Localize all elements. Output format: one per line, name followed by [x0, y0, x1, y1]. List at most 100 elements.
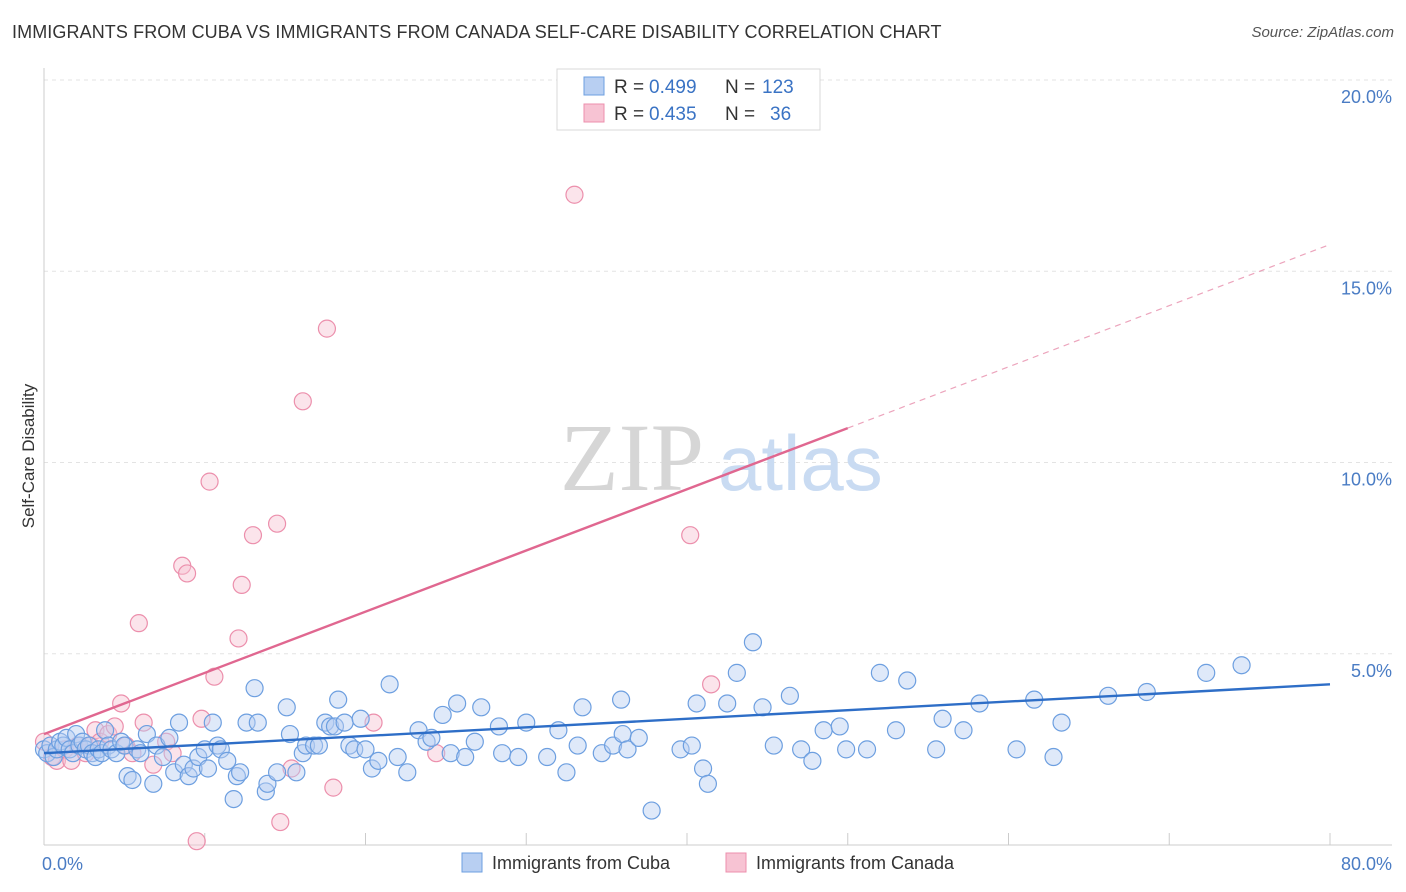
canada-point [565, 185, 584, 204]
chart-source: Source: ZipAtlas.com [1251, 24, 1394, 41]
cuba-point [174, 755, 193, 774]
cuba-point [727, 663, 746, 682]
cuba-point [329, 690, 348, 709]
cuba-point [1044, 747, 1063, 767]
cuba-point [95, 721, 115, 740]
canada-point [163, 744, 182, 763]
watermark-atlas: atlas [718, 419, 883, 507]
cuba-point [441, 744, 460, 763]
legend-cuba-r-label: R = [614, 77, 644, 98]
y-tick-label: 15.0% [1341, 278, 1392, 298]
cuba-point [325, 717, 345, 736]
cuba-point [245, 679, 264, 698]
y-axis-label: Self-Care Disability [19, 383, 38, 528]
legend-cuba-n-value: 123 [762, 77, 794, 98]
cuba-point [248, 713, 267, 732]
canada-point [271, 812, 290, 832]
cuba-point [611, 690, 631, 709]
cuba-point [1232, 656, 1251, 675]
cuba-point [687, 694, 706, 713]
cuba-point [718, 694, 737, 713]
legend-swatch-cuba [583, 76, 605, 96]
cuba-point [1137, 682, 1156, 702]
cuba-point [277, 698, 296, 717]
y-tick-label: 5.0% [1351, 661, 1392, 681]
legend-canada-n-value: 36 [770, 104, 791, 125]
cuba-point [693, 759, 713, 778]
cuba-point [388, 747, 407, 767]
cuba-point [165, 763, 184, 782]
canada-point [317, 319, 337, 338]
cuba-point [433, 705, 452, 725]
legend-cuba-r-value: 0.499 [649, 77, 697, 98]
cuba-point [184, 759, 203, 778]
canada-point [192, 709, 211, 728]
cuba-point [369, 751, 388, 770]
cuba-point [203, 713, 222, 732]
cuba-point [538, 747, 557, 767]
cuba-point [448, 694, 467, 713]
cuba-point [933, 709, 952, 728]
trend-lines [43, 243, 1331, 755]
x-tick-label: 80.0% [1341, 854, 1392, 874]
bottom-legend-label-cuba: Immigrants from Cuba [492, 853, 671, 873]
cuba-point [898, 671, 917, 690]
legend-canada-n-label: N = [725, 104, 755, 125]
gridlines [44, 79, 1392, 655]
x-tick-labels: 0.0% 80.0% [42, 854, 1392, 874]
series-cuba-points [34, 633, 1251, 820]
cuba-point [321, 717, 340, 736]
cuba-point [489, 717, 509, 736]
cuba-point [287, 763, 306, 782]
cuba-point [814, 721, 833, 740]
cuba-point [780, 686, 799, 705]
cuba-point [613, 724, 632, 744]
cuba-point [198, 759, 218, 778]
canada-point [187, 832, 206, 851]
canada-point [134, 713, 153, 732]
cuba-point [573, 698, 592, 717]
canada-point [200, 472, 219, 491]
cuba-point [351, 709, 370, 728]
cuba-point [304, 736, 324, 755]
cuba-point [764, 736, 783, 755]
watermark: ZIP atlas [560, 404, 883, 511]
bottom-legend: Immigrants from Cuba Immigrants from Can… [461, 852, 955, 873]
cuba-point [224, 789, 243, 809]
y-tick-labels: 5.0% 10.0% 15.0% 20.0% [1341, 87, 1392, 681]
legend-cuba-n-label: N = [725, 77, 755, 98]
cuba-point [1007, 740, 1026, 759]
chart-title: IMMIGRANTS FROM CUBA VS IMMIGRANTS FROM … [12, 22, 942, 42]
canada-point [324, 778, 343, 797]
cuba-point [169, 713, 189, 732]
cuba-point [335, 713, 354, 732]
cuba-point [280, 724, 300, 744]
cuba-point [218, 751, 237, 770]
canada-point [243, 526, 263, 545]
y-tick-label: 20.0% [1341, 87, 1392, 107]
legend-swatch-canada [583, 103, 605, 123]
cuba-point [642, 801, 661, 820]
cuba-point [682, 736, 701, 755]
cuba-point [380, 675, 399, 694]
trend-line-cuba [43, 683, 1331, 755]
canada-point [144, 755, 163, 774]
cuba-point [557, 763, 576, 782]
bottom-legend-label-canada: Immigrants from Canada [756, 853, 955, 873]
canada-point [702, 675, 721, 694]
cuba-point [792, 740, 811, 759]
x-tick-label: 0.0% [42, 854, 83, 874]
cuba-point [153, 747, 173, 767]
cuba-point [472, 698, 491, 717]
cuba-point [837, 740, 856, 759]
cuba-point [465, 732, 484, 751]
cuba-point [618, 740, 637, 759]
cuba-point [398, 763, 417, 782]
cuba-point [356, 740, 375, 759]
cuba-point [256, 782, 275, 801]
cuba-point [927, 740, 946, 759]
cuba-point [568, 736, 587, 755]
cuba-point [803, 751, 822, 770]
cuba-point [870, 663, 890, 682]
